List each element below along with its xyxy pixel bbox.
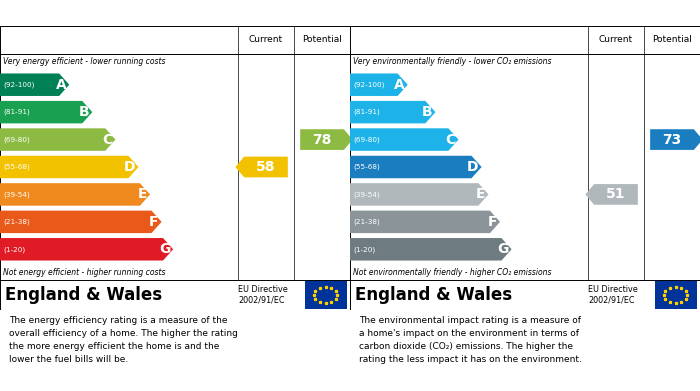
Text: The environmental impact rating is a measure of
a home's impact on the environme: The environmental impact rating is a mea… xyxy=(358,316,582,364)
Text: E: E xyxy=(138,187,147,201)
Text: Very energy efficient - lower running costs: Very energy efficient - lower running co… xyxy=(3,57,165,66)
Text: (81-91): (81-91) xyxy=(353,109,379,115)
Text: The energy efficiency rating is a measure of the
overall efficiency of a home. T: The energy efficiency rating is a measur… xyxy=(8,316,237,364)
Polygon shape xyxy=(350,183,489,206)
Polygon shape xyxy=(0,128,116,151)
Text: Environmental Impact (CO₂) Rating: Environmental Impact (CO₂) Rating xyxy=(358,7,621,20)
Text: G: G xyxy=(497,242,509,256)
Text: Not energy efficient - higher running costs: Not energy efficient - higher running co… xyxy=(3,268,165,277)
Polygon shape xyxy=(350,156,482,178)
Text: EU Directive
2002/91/EC: EU Directive 2002/91/EC xyxy=(588,285,638,305)
Text: F: F xyxy=(149,215,159,229)
Text: Current: Current xyxy=(599,36,633,45)
Polygon shape xyxy=(585,184,638,205)
Text: Energy Efficiency Rating: Energy Efficiency Rating xyxy=(8,7,192,20)
Text: F: F xyxy=(488,215,497,229)
Text: Potential: Potential xyxy=(652,36,692,45)
Polygon shape xyxy=(350,128,458,151)
Text: E: E xyxy=(476,187,486,201)
Text: (21-38): (21-38) xyxy=(353,219,379,225)
Polygon shape xyxy=(350,211,500,233)
Polygon shape xyxy=(300,129,353,150)
Polygon shape xyxy=(350,101,435,124)
Polygon shape xyxy=(0,183,150,206)
Polygon shape xyxy=(0,156,139,178)
Text: A: A xyxy=(394,78,405,92)
Text: (81-91): (81-91) xyxy=(3,109,29,115)
Text: B: B xyxy=(78,105,90,119)
Text: 58: 58 xyxy=(256,160,276,174)
Polygon shape xyxy=(650,129,700,150)
Text: (21-38): (21-38) xyxy=(3,219,29,225)
Text: D: D xyxy=(467,160,479,174)
Text: C: C xyxy=(445,133,456,147)
Text: (92-100): (92-100) xyxy=(3,81,34,88)
Text: G: G xyxy=(159,242,170,256)
Polygon shape xyxy=(0,211,162,233)
Text: (69-80): (69-80) xyxy=(353,136,379,143)
FancyBboxPatch shape xyxy=(304,281,346,309)
Polygon shape xyxy=(0,74,69,96)
Polygon shape xyxy=(350,238,512,260)
Text: Potential: Potential xyxy=(302,36,342,45)
Text: B: B xyxy=(422,105,433,119)
Text: EU Directive
2002/91/EC: EU Directive 2002/91/EC xyxy=(238,285,288,305)
Polygon shape xyxy=(235,157,288,178)
Text: (92-100): (92-100) xyxy=(353,81,384,88)
Text: 51: 51 xyxy=(606,187,626,201)
Text: (55-68): (55-68) xyxy=(3,164,29,170)
Text: (1-20): (1-20) xyxy=(3,246,25,253)
Text: (69-80): (69-80) xyxy=(3,136,29,143)
Polygon shape xyxy=(0,238,173,260)
Text: England & Wales: England & Wales xyxy=(355,286,512,304)
Text: Current: Current xyxy=(249,36,283,45)
Text: 73: 73 xyxy=(662,133,682,147)
Text: (55-68): (55-68) xyxy=(353,164,379,170)
Polygon shape xyxy=(0,101,92,124)
Text: 78: 78 xyxy=(312,133,332,147)
Text: A: A xyxy=(55,78,66,92)
Text: (39-54): (39-54) xyxy=(3,191,29,198)
Text: D: D xyxy=(124,160,136,174)
FancyBboxPatch shape xyxy=(654,281,696,309)
Polygon shape xyxy=(350,74,407,96)
Text: Not environmentally friendly - higher CO₂ emissions: Not environmentally friendly - higher CO… xyxy=(353,268,552,277)
Text: (39-54): (39-54) xyxy=(353,191,379,198)
Text: (1-20): (1-20) xyxy=(353,246,375,253)
Text: England & Wales: England & Wales xyxy=(5,286,162,304)
Text: Very environmentally friendly - lower CO₂ emissions: Very environmentally friendly - lower CO… xyxy=(353,57,552,66)
Text: C: C xyxy=(102,133,113,147)
